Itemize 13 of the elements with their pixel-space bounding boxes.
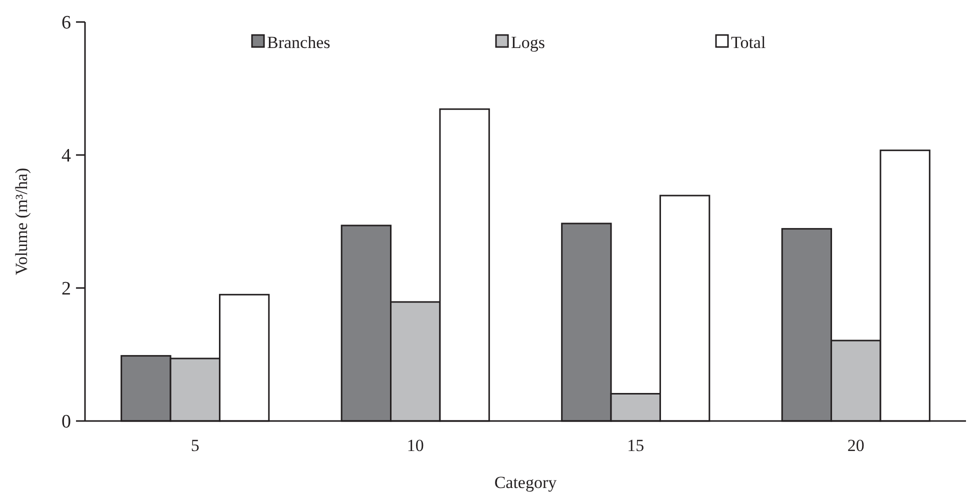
x-tick-label: 10 bbox=[406, 436, 424, 455]
y-tick-label: 6 bbox=[62, 12, 71, 34]
y-axis-title: Volume (m³/ha) bbox=[12, 168, 31, 276]
y-tick-label: 4 bbox=[62, 146, 72, 167]
x-tick-label: 5 bbox=[190, 436, 200, 455]
y-tick-label: 2 bbox=[62, 278, 71, 300]
x-tick-label: 15 bbox=[627, 436, 644, 455]
x-tick-label: 20 bbox=[847, 436, 864, 455]
x-axis-title: Category bbox=[494, 473, 558, 492]
legend-label: Branches bbox=[267, 32, 330, 52]
y-tick-label: 0 bbox=[62, 412, 71, 433]
legend-label: Logs bbox=[511, 32, 545, 52]
legend-label: Total bbox=[731, 32, 766, 52]
